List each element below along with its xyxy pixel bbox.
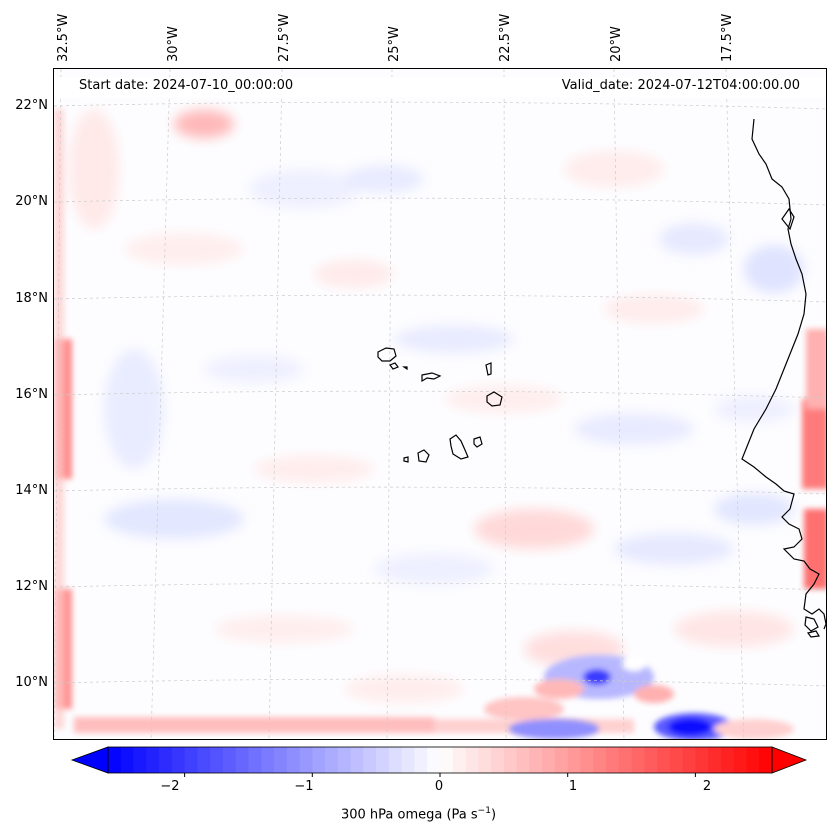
- colorbar-outline: [107, 746, 773, 774]
- cb-tick-label-0: −2: [160, 779, 180, 794]
- colorbar-cell: [197, 747, 211, 773]
- colorbar-cell: [388, 747, 403, 773]
- island-sal: [485, 362, 492, 376]
- colorbar-cell: [657, 747, 671, 773]
- field-strong-features: [484, 655, 794, 739]
- lat-label-18N: 18°N: [15, 291, 48, 306]
- colorbar-cell: [376, 747, 390, 773]
- colorbar-cell: [337, 747, 352, 773]
- colorbar-cell: [210, 747, 224, 773]
- colorbar-cell: [644, 747, 658, 773]
- island-santiago: [449, 434, 469, 460]
- colorbar-cell: [669, 747, 684, 773]
- colorbar-cell: [350, 747, 364, 773]
- lon-label-20W: 20°W: [609, 26, 624, 62]
- colorbar-cell: [695, 747, 709, 773]
- colorbar-cell: [184, 747, 198, 773]
- lon-label-27.5W: 27.5°W: [277, 13, 292, 62]
- colorbar-cell: [401, 747, 415, 773]
- colorbar-cell: [133, 747, 147, 773]
- colorbar-cell: [631, 747, 645, 773]
- colorbar-cell: [108, 747, 122, 773]
- colorbar-cell: [248, 747, 262, 773]
- island-santa-luzia: [402, 366, 408, 371]
- lon-label-22.5W: 22.5°W: [498, 13, 513, 62]
- colorbar-cell: [733, 747, 747, 773]
- island-sao-vicente: [389, 362, 399, 370]
- colorbar-cell: [171, 747, 186, 773]
- colorbar-cell: [516, 747, 530, 773]
- colorbar-cell: [465, 747, 479, 773]
- colorbar-cell: [299, 747, 313, 773]
- lat-label-12N: 12°N: [15, 579, 48, 594]
- colorbar-cell: [274, 747, 288, 773]
- lat-label-14N: 14°N: [15, 483, 48, 498]
- omega-field: [54, 69, 826, 739]
- island-fogo: [417, 449, 430, 463]
- colorbar-cell: [286, 747, 301, 773]
- valid-date-text: Valid_date: 2024-07-12T04:00:00.00: [561, 78, 800, 93]
- colorbar-cell: [542, 747, 556, 773]
- colorbar-cell: [618, 747, 633, 773]
- colorbar-extend-low: [70, 746, 109, 774]
- colorbar-cell: [503, 747, 518, 773]
- colorbar-cell: [554, 747, 569, 773]
- field-weak-blobs: [69, 109, 804, 703]
- colorbar-cell: [606, 747, 620, 773]
- lon-label-32.5W: 32.5°W: [56, 13, 71, 62]
- header-band: [54, 77, 826, 97]
- colorbar-cell: [146, 747, 160, 773]
- colorbar-cell: [580, 747, 594, 773]
- lat-label-22N: 22°N: [15, 98, 48, 113]
- colorbar-cell: [746, 747, 760, 773]
- colorbar-cell: [478, 747, 492, 773]
- map-panel: Start date: 2024-07-10_00:00:00 Valid_da…: [53, 68, 827, 740]
- lat-label-16N: 16°N: [15, 387, 48, 402]
- colorbar-cell: [414, 747, 428, 773]
- island-santo-antao: [377, 347, 397, 362]
- colorbar-cell: [491, 747, 505, 773]
- colorbar-cell: [159, 747, 173, 773]
- colorbar-cell: [529, 747, 543, 773]
- colorbar-cell: [261, 747, 275, 773]
- colorbar-ticks: [184, 773, 696, 777]
- colorbar-label: 300 hPa omega (Pa s−1): [340, 806, 497, 823]
- colorbar-cells: [108, 747, 773, 773]
- colorbar-cell: [440, 747, 454, 773]
- lon-label-25W: 25°W: [387, 26, 402, 62]
- colorbar-cell: [427, 747, 441, 773]
- colorbar-cell: [222, 747, 237, 773]
- colorbar-cell: [120, 747, 135, 773]
- lat-label-10N: 10°N: [15, 675, 48, 690]
- cb-tick-label-3: 1: [568, 779, 578, 794]
- island-maio: [473, 436, 483, 448]
- colorbar-cell: [452, 747, 467, 773]
- lon-label-30W: 30°W: [166, 26, 181, 62]
- cb-tick-label-4: 2: [702, 779, 712, 794]
- island-brava: [403, 456, 409, 463]
- island-sao-nicolau: [421, 372, 442, 383]
- start-date-text: Start date: 2024-07-10_00:00:00: [79, 78, 294, 93]
- colorbar-extend-high: [771, 746, 808, 774]
- colorbar-cell: [708, 747, 722, 773]
- cb-tick-label-2: 0: [434, 779, 444, 794]
- colorbar-cell: [363, 747, 377, 773]
- lon-label-17.5W: 17.5°W: [720, 13, 735, 62]
- colorbar-cell: [682, 747, 696, 773]
- colorbar-cell: [593, 747, 607, 773]
- island-boa-vista: [486, 391, 503, 407]
- cb-tick-label-1: −1: [294, 779, 314, 794]
- colorbar-cell: [567, 747, 581, 773]
- colorbar-cell: [235, 747, 249, 773]
- colorbar-cell: [720, 747, 735, 773]
- colorbar-cell: [312, 747, 326, 773]
- graticule: [54, 69, 826, 739]
- coastlines: [377, 118, 826, 638]
- colorbar-cell: [325, 747, 339, 773]
- colorbar-cell: [759, 747, 773, 773]
- lat-label-20N: 20°N: [15, 194, 48, 209]
